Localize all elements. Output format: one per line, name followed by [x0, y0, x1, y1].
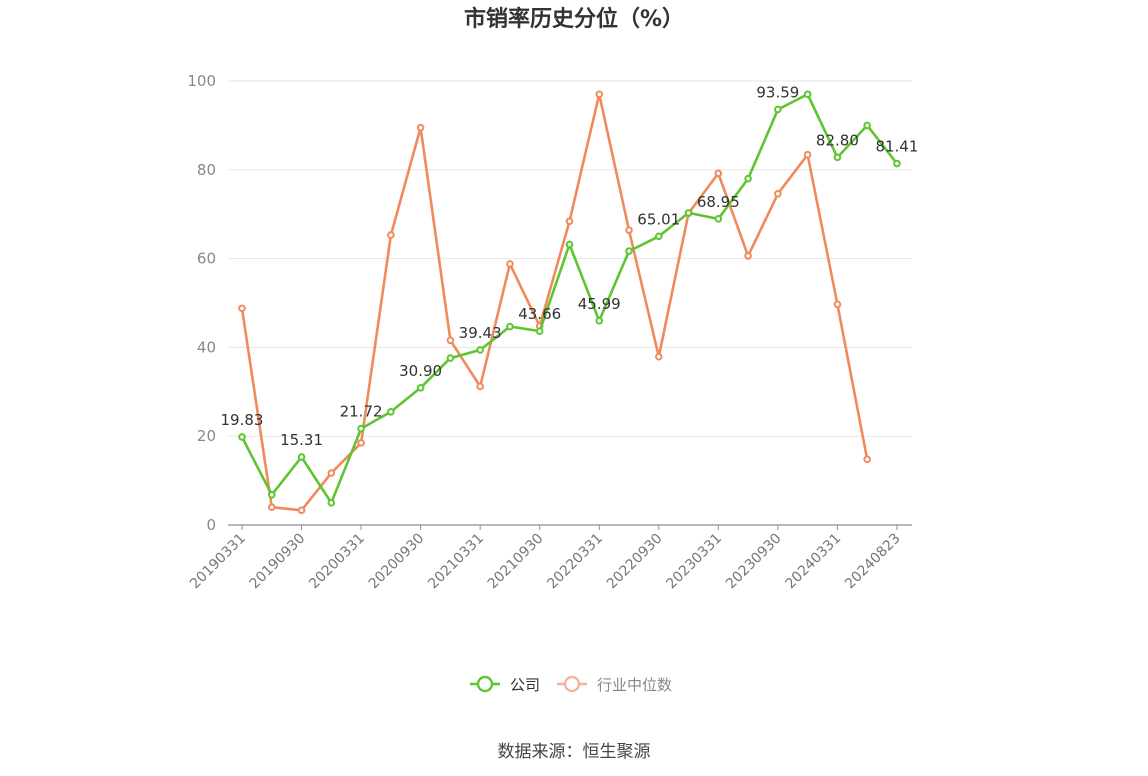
data-label: 65.01 — [637, 210, 680, 228]
y-tick-label: 80 — [197, 161, 216, 179]
data-point — [565, 217, 574, 226]
data-point — [774, 105, 782, 114]
x-tick-label: 20230331 — [663, 531, 725, 593]
legend-item[interactable]: 公司 — [470, 675, 540, 694]
y-tick-label: 20 — [197, 427, 216, 445]
data-label: 68.95 — [697, 193, 740, 211]
x-tick-label: 20200930 — [366, 531, 428, 593]
data-point — [833, 300, 842, 309]
y-tick-label: 100 — [187, 72, 216, 90]
data-point — [774, 189, 782, 198]
data-label: 39.43 — [459, 324, 502, 342]
series-line — [240, 93, 869, 512]
data-point — [863, 455, 871, 464]
data-point — [446, 354, 455, 362]
data-label: 21.72 — [340, 403, 383, 421]
data-point — [238, 304, 246, 313]
data-point — [416, 123, 425, 132]
data-point — [506, 322, 514, 331]
chart-title: 市销率历史分位（%） — [464, 6, 684, 32]
data-label: 19.83 — [221, 411, 264, 429]
data-label: 45.99 — [578, 295, 621, 313]
data-label: 43.66 — [518, 305, 561, 323]
data-point — [297, 506, 306, 515]
data-point — [595, 317, 604, 325]
x-tick-label: 20210930 — [485, 531, 547, 593]
data-point — [744, 174, 752, 183]
data-point — [863, 121, 871, 130]
data-point — [387, 231, 395, 239]
x-tick-label: 20230930 — [723, 531, 785, 593]
data-point — [684, 209, 693, 217]
legend-label: 行业中位数 — [597, 676, 672, 694]
data-point — [416, 384, 425, 392]
data-point — [476, 382, 484, 391]
data-point — [297, 453, 306, 461]
data-point — [803, 150, 812, 159]
data-point — [267, 491, 276, 499]
x-tick-label: 20240331 — [783, 531, 845, 593]
data-label: 15.31 — [280, 431, 323, 449]
x-tick-label: 20210331 — [425, 531, 487, 593]
data-label: 82.80 — [816, 131, 859, 149]
data-point — [446, 336, 455, 345]
data-point — [565, 240, 574, 249]
legend[interactable]: 公司 行业中位数 — [470, 675, 672, 694]
x-tick-label: 20220930 — [604, 531, 666, 593]
x-tick-label: 20220331 — [544, 531, 606, 593]
x-axis: 2019033120190930202003312020093020210331… — [187, 524, 912, 593]
data-point — [714, 215, 723, 223]
data-point — [744, 252, 752, 260]
data-point — [387, 407, 395, 416]
x-tick-label: 20200331 — [306, 531, 368, 593]
y-tick-label: 0 — [206, 516, 216, 534]
data-label: 81.41 — [875, 138, 918, 156]
data-point — [357, 439, 365, 447]
y-axis: 0 20 40 60 80 100 — [187, 72, 216, 534]
source-note: 数据来源：恒生聚源 — [498, 742, 651, 762]
data-point — [327, 499, 336, 507]
legend-item[interactable]: 行业中位数 — [557, 675, 672, 694]
data-point — [595, 90, 604, 99]
data-point — [238, 433, 246, 441]
data-point — [506, 260, 514, 268]
series-group: 19.83 15.31 21.72 30.90 39.43 43.66 45.99 65.01… — [221, 83, 918, 515]
data-point — [654, 352, 663, 361]
data-point — [476, 346, 484, 354]
data-point — [327, 469, 336, 477]
data-point — [267, 503, 276, 512]
data-point — [357, 424, 365, 433]
data-label: 93.59 — [756, 83, 799, 101]
legend-label: 公司 — [510, 676, 540, 694]
data-label: 30.90 — [399, 362, 442, 380]
series-line — [240, 93, 898, 505]
y-tick-label: 60 — [197, 250, 216, 268]
data-point — [654, 232, 663, 241]
data-point — [535, 327, 544, 335]
data-point — [803, 90, 812, 99]
data-point — [714, 169, 723, 178]
data-point — [833, 153, 842, 162]
legend-marker — [563, 675, 581, 693]
x-tick-label: 20240823 — [842, 531, 904, 593]
y-tick-label: 40 — [197, 338, 216, 356]
x-tick-label: 20190331 — [187, 531, 249, 593]
legend-marker — [476, 675, 494, 693]
grid — [228, 80, 912, 437]
data-point — [893, 159, 901, 168]
data-point — [625, 247, 633, 255]
data-point — [625, 226, 633, 234]
x-tick-label: 20190930 — [247, 531, 309, 593]
